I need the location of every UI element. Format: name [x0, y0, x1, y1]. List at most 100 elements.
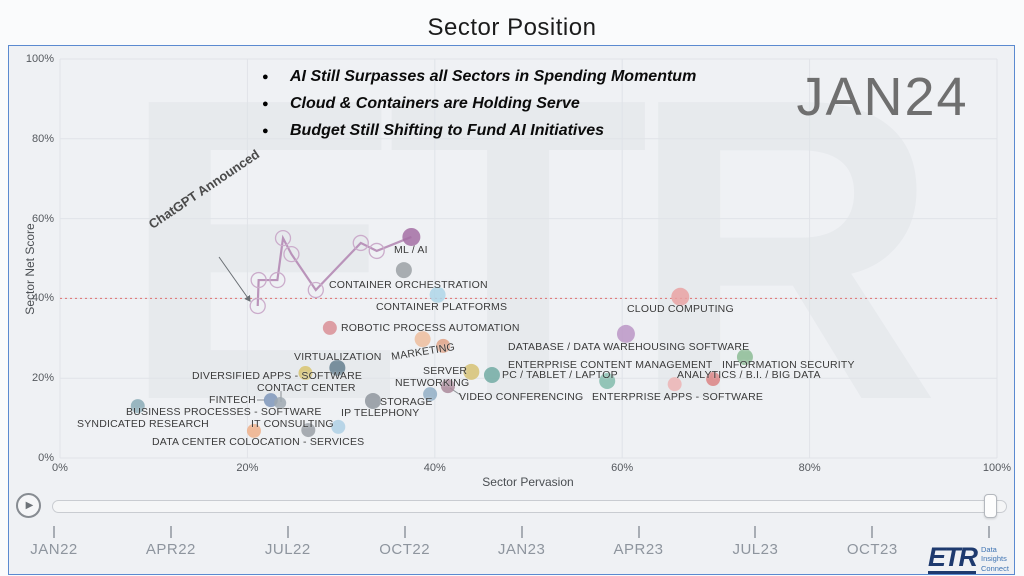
sector-label: CONTAINER ORCHESTRATION	[329, 279, 488, 291]
timeline-tick	[169, 526, 172, 538]
key-point: ● Cloud & Containers are Holding Serve	[262, 90, 696, 117]
etr-logo: ETR Data Insights Connect	[928, 544, 1009, 574]
tagline-line: Data	[981, 544, 997, 554]
sector-label: DIVERSIFIED APPS - SOFTWARE	[192, 370, 363, 382]
x-tick-label: 80%	[798, 462, 821, 474]
sector-label: ROBOTIC PROCESS AUTOMATION	[341, 322, 520, 334]
sector-dot[interactable]: ML / AI	[402, 227, 421, 246]
timeline-tick	[403, 526, 406, 538]
sector-dot[interactable]: CONTACT CENTER	[274, 396, 287, 409]
timeline-tick	[988, 526, 991, 538]
x-axis-title: Sector Pervasion	[482, 475, 574, 489]
sector-dot[interactable]: DIVERSIFIED APPS - SOFTWARE	[298, 366, 313, 381]
key-point: ● Budget Still Shifting to Fund AI Initi…	[262, 117, 696, 144]
timeline-label: APR22	[145, 541, 196, 558]
play-button[interactable]: ▶	[16, 493, 41, 518]
bullet-icon: ●	[262, 70, 269, 83]
etr-logo-mark: ETR	[928, 542, 978, 574]
etr-logo-tagline: Data Insights Connect	[981, 545, 1009, 573]
sector-dot[interactable]: IT CONSULTING	[246, 423, 261, 438]
sector-dot[interactable]: DATA CENTER COLOCATION - SERVICES	[301, 423, 316, 438]
y-tick-label: 80%	[31, 132, 54, 145]
y-tick-label: 60%	[31, 212, 54, 225]
timeline-tick	[637, 526, 640, 538]
sector-label: IP TELEPHONY	[341, 407, 420, 419]
sector-dot[interactable]: IP TELEPHONY	[331, 419, 346, 434]
sector-dot[interactable]: MARKETING	[414, 331, 431, 348]
sector-dot[interactable]: CONTAINER ORCHESTRATION	[395, 262, 412, 279]
sector-dot[interactable]: VIDEO CONFERENCING	[440, 379, 455, 394]
sector-dot[interactable]: STORAGE	[364, 392, 381, 409]
sector-label: CONTACT CENTER	[257, 382, 356, 394]
sector-dot[interactable]: VIRTUALIZATION	[329, 359, 346, 376]
period-label: JAN24	[796, 67, 969, 127]
y-tick-label: 0%	[38, 452, 54, 464]
timeline-label: APR23	[613, 541, 664, 558]
chart-frame	[8, 45, 1015, 575]
key-point-text: AI Still Surpasses all Sectors in Spendi…	[290, 67, 697, 85]
bullet-icon: ●	[262, 124, 269, 137]
sector-dot[interactable]: DATABASE / DATA WAREHOUSING SOFTWARE	[616, 324, 635, 343]
key-point-text: Cloud & Containers are Holding Serve	[290, 94, 580, 112]
key-point: ● AI Still Surpasses all Sectors in Spen…	[262, 63, 696, 90]
key-points-list: ● AI Still Surpasses all Sectors in Spen…	[262, 63, 696, 144]
timeline-label: JUL22	[264, 541, 311, 558]
x-tick-label: 60%	[611, 462, 634, 474]
timeline-label: JUL23	[732, 541, 779, 558]
key-point-text: Budget Still Shifting to Fund AI Initiat…	[290, 121, 605, 139]
timeline-slider-track[interactable]	[52, 500, 1007, 513]
timeline-label: JAN22	[30, 541, 78, 558]
sector-label: VIRTUALIZATION	[294, 351, 382, 363]
tagline-line: Insights	[981, 554, 1007, 564]
sector-label: STORAGE	[380, 396, 433, 408]
sector-label: ENTERPRISE APPS - SOFTWARE	[592, 391, 764, 403]
x-tick-label: 20%	[236, 462, 259, 474]
sector-dot[interactable]: PC / TABLET / LAPTOP	[483, 367, 500, 384]
sector-label: PC / TABLET / LAPTOP	[502, 369, 618, 381]
sector-dot[interactable]: ENTERPRISE APPS - SOFTWARE	[667, 377, 682, 392]
sector-dot[interactable]: INFORMATION SECURITY	[736, 349, 753, 366]
page-title: Sector Position	[427, 14, 597, 41]
sector-label: DATABASE / DATA WAREHOUSING SOFTWARE	[508, 341, 750, 353]
sector-dot[interactable]: NETWORKING	[423, 387, 438, 402]
timeline-tick	[871, 526, 874, 538]
sector-label: BUSINESS PROCESSES - SOFTWARE	[126, 406, 322, 418]
play-icon: ▶	[25, 500, 34, 511]
y-tick-label: 20%	[31, 372, 54, 385]
sector-label: ENTERPRISE CONTENT MANAGEMENT	[508, 359, 713, 371]
sector-dot[interactable]	[436, 338, 451, 353]
sector-label: ML / AI	[394, 244, 428, 256]
sector-label: SYNDICATED RESEARCH	[77, 418, 209, 430]
sector-label: FINTECH	[209, 394, 256, 406]
sector-label: CLOUD COMPUTING	[627, 303, 734, 315]
sector-label: SERVER	[423, 365, 468, 377]
timeline-tick	[754, 526, 757, 538]
sector-dot[interactable]: ROBOTIC PROCESS AUTOMATION	[322, 320, 337, 335]
bullet-icon: ●	[262, 97, 269, 110]
sector-dot[interactable]: ENTERPRISE CONTENT MANAGEMENT	[599, 372, 616, 389]
sector-label: IT CONSULTING	[251, 418, 334, 430]
sector-dot[interactable]: CLOUD COMPUTING	[671, 287, 690, 306]
sector-dot[interactable]: CONTAINER PLATFORMS	[429, 286, 446, 303]
sector-label: ANALYTICS / B.I. / BIG DATA	[677, 369, 821, 381]
timeline-slider-handle[interactable]	[984, 494, 997, 518]
y-tick-label: 40%	[31, 292, 54, 305]
y-tick-label: 100%	[25, 53, 54, 65]
timeline-label: OCT23	[846, 541, 898, 558]
timeline-tick	[53, 526, 55, 538]
sector-dot[interactable]: ANALYTICS / B.I. / BIG DATA	[706, 371, 721, 386]
y-axis-title: Sector Net Score	[23, 223, 37, 315]
sector-label: DATA CENTER COLOCATION - SERVICES	[152, 436, 365, 448]
x-tick-label: 100%	[982, 462, 1012, 474]
timeline-label: JAN23	[497, 541, 546, 558]
sector-dot[interactable]: SYNDICATED RESEARCH	[130, 399, 145, 414]
timeline-tick	[520, 526, 523, 538]
sector-label: INFORMATION SECURITY	[722, 359, 855, 371]
sector-label: CONTAINER PLATFORMS	[376, 301, 508, 313]
timeline-tick	[286, 526, 289, 538]
sector-label: VIDEO CONFERENCING	[459, 391, 584, 403]
sector-label: NETWORKING	[395, 377, 470, 389]
timeline-label: OCT22	[379, 541, 431, 558]
sector-dot[interactable]: SERVER	[463, 363, 480, 380]
